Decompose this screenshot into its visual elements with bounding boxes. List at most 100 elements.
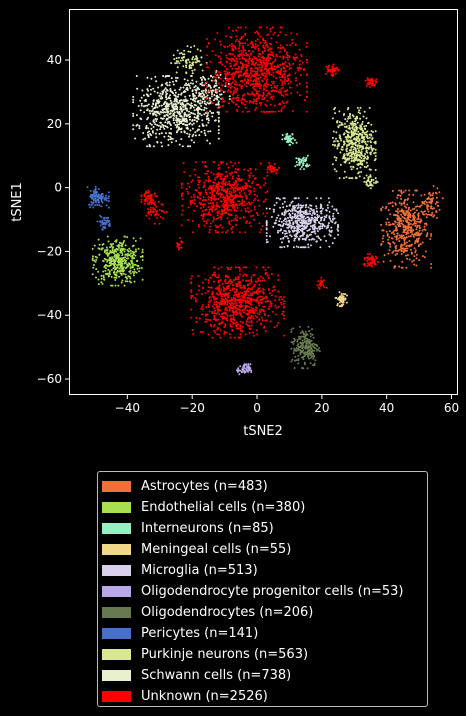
scatter-point — [249, 52, 252, 55]
scatter-point — [131, 264, 134, 267]
scatter-point — [170, 77, 173, 80]
scatter-point — [206, 110, 209, 113]
scatter-point — [203, 113, 206, 116]
scatter-point — [332, 215, 335, 218]
scatter-point — [95, 258, 98, 261]
scatter-point — [235, 35, 238, 38]
scatter-point — [228, 44, 231, 47]
scatter-point — [419, 226, 421, 229]
scatter-point — [112, 242, 115, 245]
scatter-point — [428, 201, 431, 204]
scatter-point — [400, 202, 403, 205]
scatter-point — [252, 174, 255, 177]
scatter-point — [389, 202, 392, 205]
scatter-point — [213, 218, 215, 221]
scatter-point — [172, 92, 175, 95]
scatter-point — [309, 219, 312, 222]
scatter-point — [274, 221, 277, 224]
scatter-point — [231, 225, 234, 228]
scatter-point — [402, 251, 405, 254]
scatter-point — [382, 234, 385, 237]
scatter-point — [259, 94, 262, 97]
scatter-point — [388, 236, 391, 239]
scatter-point — [86, 186, 89, 189]
scatter-point — [414, 232, 417, 235]
scatter-point — [256, 44, 259, 47]
scatter-point — [143, 111, 146, 114]
scatter-point — [373, 181, 375, 184]
scatter-point — [122, 269, 125, 272]
scatter-point — [145, 100, 147, 102]
scatter-point — [96, 220, 99, 223]
scatter-point — [282, 224, 285, 227]
scatter-point — [190, 181, 193, 183]
scatter-point — [257, 85, 260, 87]
scatter-point — [398, 248, 401, 251]
scatter-point — [215, 304, 218, 307]
scatter-point — [203, 100, 206, 103]
scatter-point — [235, 224, 237, 226]
scatter-point — [247, 310, 250, 313]
scatter-point — [258, 66, 261, 69]
scatter-point — [301, 159, 303, 162]
scatter-point — [269, 42, 271, 45]
scatter-point — [219, 40, 222, 43]
scatter-point — [414, 211, 416, 214]
scatter-point — [206, 101, 209, 104]
scatter-point — [369, 153, 372, 156]
scatter-point — [205, 107, 208, 110]
scatter-point — [217, 116, 220, 119]
scatter-point — [220, 288, 223, 291]
scatter-point — [105, 204, 108, 207]
scatter-point — [296, 344, 299, 347]
scatter-point — [155, 114, 158, 117]
scatter-point — [402, 243, 405, 246]
scatter-point — [170, 127, 172, 130]
scatter-point — [400, 213, 403, 216]
scatter-point — [232, 189, 235, 191]
scatter-point — [209, 75, 212, 78]
scatter-point — [397, 250, 399, 252]
scatter-point — [303, 69, 305, 72]
scatter-point — [224, 65, 227, 68]
scatter-point — [387, 209, 390, 211]
scatter-point — [229, 65, 232, 68]
scatter-point — [224, 199, 227, 202]
scatter-point — [139, 255, 142, 258]
scatter-point — [342, 155, 345, 158]
scatter-point — [289, 210, 292, 212]
scatter-point — [241, 199, 244, 202]
scatter-point — [313, 346, 316, 349]
scatter-point — [253, 208, 256, 211]
scatter-point — [180, 52, 183, 54]
scatter-point — [217, 164, 220, 167]
scatter-point — [211, 193, 214, 196]
scatter-point — [384, 207, 387, 210]
scatter-point — [405, 241, 408, 244]
scatter-point — [429, 194, 432, 197]
scatter-point — [409, 213, 412, 216]
scatter-point — [411, 260, 414, 263]
scatter-point — [403, 225, 406, 228]
scatter-point — [274, 295, 277, 298]
scatter-point — [250, 371, 253, 374]
scatter-point — [410, 228, 413, 231]
scatter-point — [289, 224, 292, 227]
scatter-point — [100, 194, 103, 197]
scatter-point — [365, 183, 368, 186]
scatter-point — [296, 91, 299, 94]
scatter-point — [395, 228, 397, 231]
scatter-point — [277, 46, 280, 49]
scatter-point — [275, 197, 278, 200]
scatter-point — [407, 216, 410, 218]
scatter-point — [336, 304, 339, 307]
scatter-point — [194, 161, 197, 164]
scatter-point — [316, 213, 319, 216]
scatter-point — [253, 190, 256, 193]
scatter-point — [363, 125, 366, 128]
scatter-point — [302, 233, 305, 236]
scatter-point — [298, 163, 301, 166]
scatter-point — [389, 245, 392, 248]
scatter-point — [170, 141, 173, 144]
scatter-point — [147, 116, 150, 119]
